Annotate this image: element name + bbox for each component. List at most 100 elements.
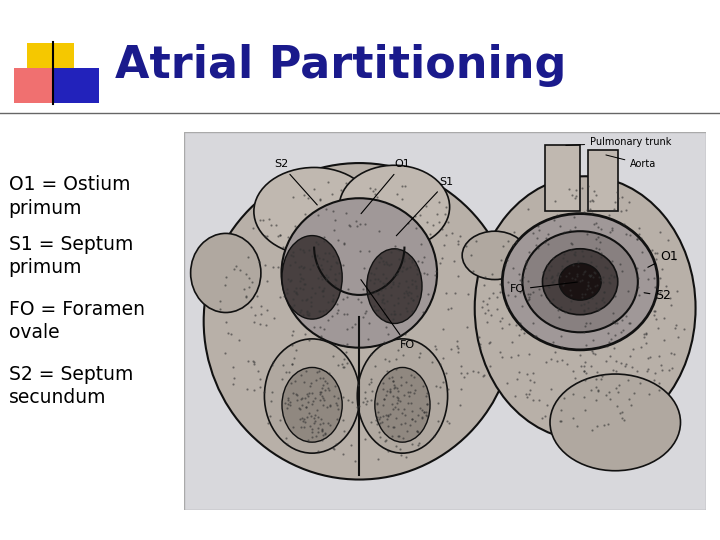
Point (312, 251, 323, 259)
Point (552, 306, 564, 314)
Point (379, 284, 390, 293)
Point (575, 362, 587, 370)
Point (393, 279, 405, 287)
Point (380, 258, 392, 266)
Point (583, 271, 595, 279)
Point (261, 306, 273, 314)
Point (302, 398, 314, 407)
Point (272, 262, 284, 271)
Point (575, 300, 587, 309)
Point (309, 410, 320, 419)
Point (569, 248, 580, 257)
Point (587, 197, 598, 205)
Point (294, 277, 305, 286)
Point (323, 383, 334, 392)
Point (409, 417, 420, 426)
Point (306, 400, 318, 408)
Point (604, 279, 616, 288)
Point (315, 414, 327, 423)
Point (253, 258, 265, 266)
Point (410, 265, 422, 273)
Point (413, 428, 424, 437)
Bar (27, 43, 74, 78)
Point (524, 290, 536, 299)
Point (330, 281, 341, 289)
Point (377, 378, 389, 387)
Point (649, 311, 660, 320)
Point (377, 256, 389, 265)
Point (379, 309, 390, 318)
Point (478, 281, 490, 289)
Point (383, 260, 395, 269)
Point (374, 413, 386, 422)
Ellipse shape (474, 176, 696, 440)
Point (377, 294, 389, 303)
Point (587, 347, 598, 355)
Point (651, 248, 662, 257)
Point (300, 394, 311, 402)
Point (294, 244, 305, 253)
Point (454, 401, 466, 410)
Point (263, 419, 274, 428)
Point (438, 241, 449, 249)
Point (608, 271, 620, 280)
Point (365, 378, 377, 387)
Point (453, 237, 464, 245)
Point (359, 394, 370, 403)
Point (372, 306, 384, 314)
Point (293, 262, 305, 271)
Point (320, 306, 332, 314)
Point (318, 418, 329, 427)
Point (281, 440, 292, 449)
Point (559, 307, 570, 316)
Point (395, 381, 406, 390)
Point (422, 400, 433, 408)
Point (603, 278, 614, 286)
Point (406, 280, 418, 288)
Point (387, 423, 399, 431)
Point (400, 277, 411, 286)
Point (585, 361, 597, 370)
Point (336, 186, 347, 194)
Point (432, 416, 444, 425)
Point (596, 372, 608, 381)
Point (307, 260, 319, 269)
Point (465, 251, 477, 260)
Point (443, 305, 454, 313)
Point (340, 178, 351, 187)
Point (302, 311, 314, 320)
Point (567, 261, 579, 270)
Point (404, 262, 415, 271)
Point (243, 357, 254, 366)
Point (359, 264, 370, 273)
Point (528, 228, 539, 237)
Point (543, 266, 554, 274)
Point (408, 373, 420, 381)
Point (312, 406, 323, 415)
Point (518, 273, 529, 281)
Point (385, 283, 397, 292)
Point (622, 287, 634, 295)
Point (279, 399, 291, 407)
Point (284, 261, 296, 269)
Point (586, 293, 598, 302)
Point (616, 267, 628, 275)
Point (467, 267, 479, 276)
Point (539, 411, 551, 420)
Point (586, 208, 598, 217)
Point (579, 376, 590, 384)
Text: S2: S2 (274, 159, 318, 205)
Point (383, 374, 395, 383)
Point (615, 207, 626, 215)
Point (568, 213, 580, 221)
Point (631, 235, 643, 244)
Point (320, 275, 332, 284)
Point (408, 389, 419, 398)
Point (633, 223, 644, 232)
Point (491, 305, 503, 313)
Point (615, 409, 626, 417)
Point (452, 344, 464, 353)
Point (330, 440, 342, 448)
Point (317, 392, 328, 400)
Point (582, 281, 593, 289)
